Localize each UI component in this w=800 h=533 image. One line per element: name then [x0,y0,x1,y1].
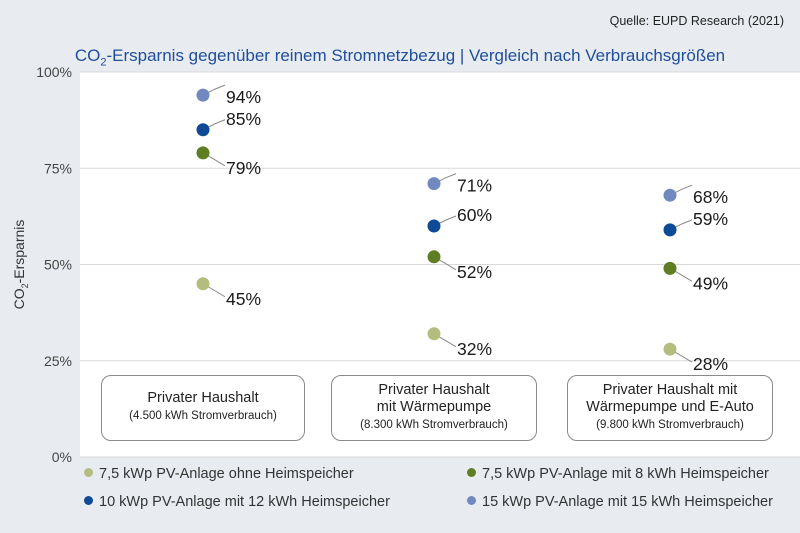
data-label: 52% [457,262,492,282]
category-label: Privater Haushalt mit Wärmepumpe [376,382,492,415]
data-point [663,223,677,237]
y-axis-label: CO2-Ersparnis [11,220,30,310]
title-subscript: 2 [100,56,107,69]
data-label: 79% [226,158,261,178]
legend-marker [84,468,93,477]
legend-item: 10 kWp PV-Anlage mit 12 kWh Heimspeicher [84,494,390,510]
data-label: 59% [693,209,728,229]
legend-marker [84,496,93,505]
y-tick-label: 100% [36,64,72,80]
category-box: Privater Haushalt mit Wärmepumpe und E-A… [567,375,773,441]
y-tick-label: 0% [52,449,72,465]
category-sublabel: (8.300 kWh Stromverbrauch) [360,419,508,431]
category-box: Privater Haushalt mit Wärmepumpe (8.300 k… [331,375,537,441]
legend-marker [467,468,476,477]
legend-label: 15 kWp PV-Anlage mit 15 kWh Heimspeicher [482,494,773,510]
data-point [427,250,441,264]
data-point [663,188,677,202]
data-point [196,146,210,160]
data-label: 71% [457,176,492,196]
category-sublabel: (9.800 kWh Stromverbrauch) [596,419,744,431]
category-sublabel: (4.500 kWh Stromverbrauch) [129,410,277,422]
y-tick-label: 50% [44,257,72,273]
data-point [427,327,441,341]
data-label: 28% [693,354,728,374]
title-suffix: -Ersparnis gegenüber reinem Stromnetzbez… [106,46,726,65]
category-label: Privater Haushalt mit Wärmepumpe und E-A… [586,382,754,415]
data-point [663,342,677,356]
data-point [663,261,677,275]
y-tick-label: 25% [44,353,72,369]
data-point [196,277,210,291]
data-point [196,88,210,102]
category-box: Privater Haushalt (4.500 kWh Stromverbrau… [101,375,305,441]
legend-label: 7,5 kWp PV-Anlage mit 8 kWh Heimspeicher [482,466,769,482]
data-label: 94% [226,87,261,107]
data-point [427,219,441,233]
chart-title: CO2-Ersparnis gegenüber reinem Stromnetz… [0,46,800,68]
legend-item: 7,5 kWp PV-Anlage ohne Heimspeicher [84,466,354,482]
data-label: 60% [457,205,492,225]
legend-item: 7,5 kWp PV-Anlage mit 8 kWh Heimspeicher [467,466,769,482]
source-label: Quelle: EUPD Research (2021) [609,14,784,28]
legend-label: 7,5 kWp PV-Anlage ohne Heimspeicher [99,466,354,482]
legend-label: 10 kWp PV-Anlage mit 12 kWh Heimspeicher [99,494,390,510]
title-prefix: CO [74,46,101,65]
legend-marker [467,496,476,505]
data-label: 45% [226,289,261,309]
y-tick-label: 75% [44,160,72,176]
data-point [427,177,441,191]
data-point [196,123,210,137]
data-label: 49% [693,273,728,293]
data-label: 85% [226,109,261,129]
legend-item: 15 kWp PV-Anlage mit 15 kWh Heimspeicher [467,494,773,510]
category-label: Privater Haushalt [147,390,259,406]
data-label: 32% [457,339,492,359]
data-label: 68% [693,187,728,207]
